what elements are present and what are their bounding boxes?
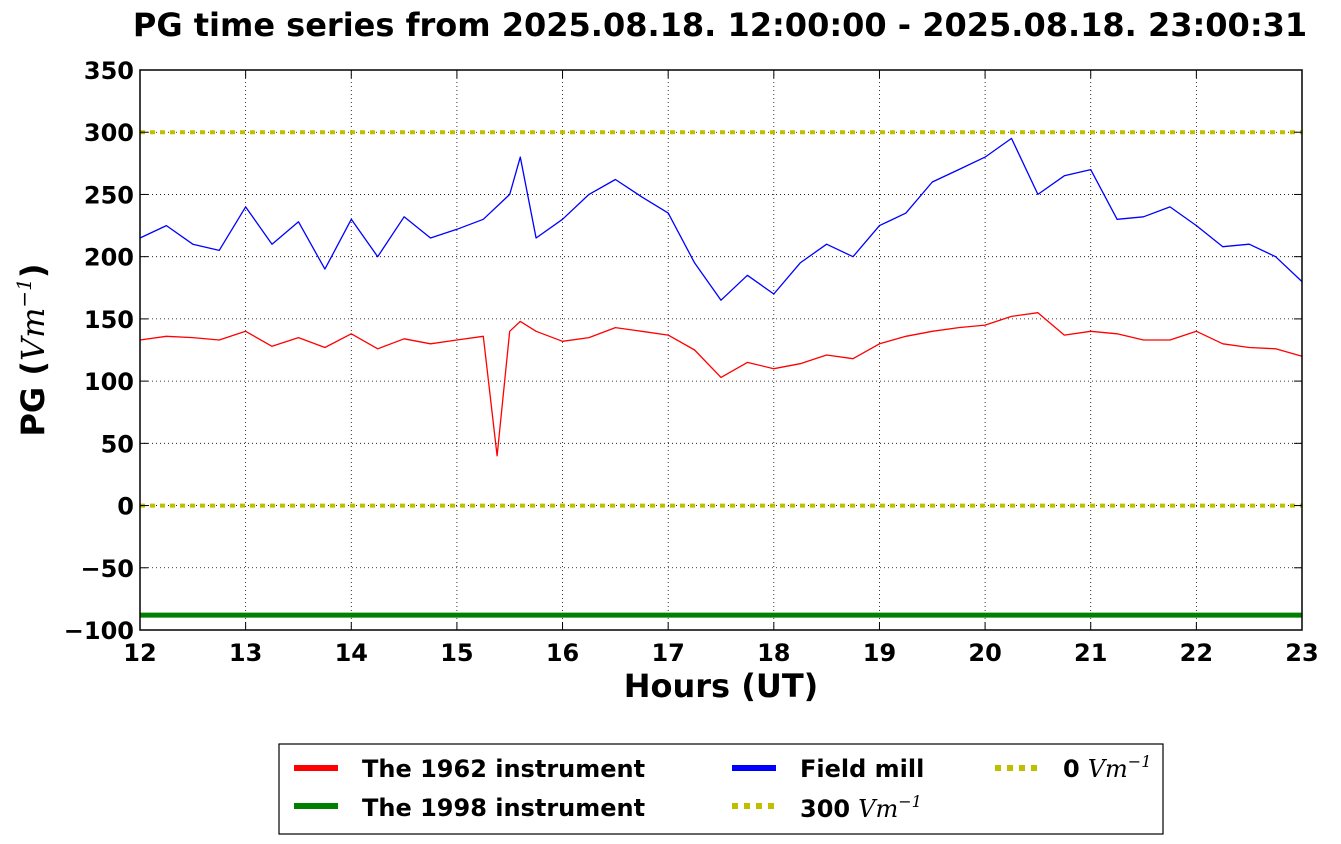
x-tick-label: 17 (651, 639, 684, 667)
legend-label-300-value: 300 (800, 795, 850, 823)
x-tick-label: 12 (123, 639, 156, 667)
ticks (139, 69, 1303, 631)
legend-label-field-mill: Field mill (800, 755, 924, 783)
x-tick-label: 14 (335, 639, 368, 667)
x-tick-labels: 12 13 14 15 16 17 18 19 20 21 22 23 (123, 639, 1318, 667)
legend-label-0-value: 0 (1063, 755, 1080, 783)
x-tick-label: 16 (546, 639, 579, 667)
legend-label-0-exp: −1 (1128, 752, 1152, 771)
y-axis-label-prefix: PG ( (14, 361, 52, 436)
x-axis-label: Hours (UT) (624, 667, 819, 705)
y-tick-label: 350 (84, 57, 134, 85)
legend-label-0-unit: Vm (1088, 755, 1128, 783)
y-tick-label: 100 (84, 368, 134, 396)
legend-label-1962: The 1962 instrument (362, 755, 645, 783)
x-tick-label: 15 (440, 639, 473, 667)
legend-label-300-exp: −1 (898, 792, 922, 811)
legend-label-300: 300 Vm−1 (800, 792, 922, 823)
y-axis-label-exponent: −1 (12, 278, 36, 307)
series-1962-instrument (139, 312, 1303, 457)
y-axis-label-suffix: ) (14, 263, 52, 278)
y-tick-label: 250 (84, 181, 134, 209)
x-tick-label: 13 (229, 639, 262, 667)
series-layer (139, 130, 1303, 618)
plot-frame (139, 69, 1303, 631)
x-tick-label: 19 (863, 639, 896, 667)
chart-title: PG time series from 2025.08.18. 12:00:00… (133, 6, 1307, 44)
x-tick-label: 22 (1180, 639, 1213, 667)
y-tick-label: 0 (117, 493, 134, 521)
legend-label-1998: The 1998 instrument (362, 794, 645, 822)
x-tick-label: 18 (757, 639, 790, 667)
legend-box (278, 743, 1164, 835)
series-field-mill (139, 137, 1303, 301)
grid (140, 70, 1302, 630)
y-tick-label: −50 (80, 555, 134, 583)
y-tick-label: 300 (84, 119, 134, 147)
y-tick-label: 200 (84, 244, 134, 272)
y-tick-label: 150 (84, 306, 134, 334)
y-tick-label: 50 (101, 430, 134, 458)
y-tick-label: −100 (64, 617, 134, 645)
x-tick-label: 23 (1285, 639, 1318, 667)
legend: The 1962 instrument The 1998 instrument … (278, 743, 1164, 835)
legend-label-300-unit: Vm (858, 795, 898, 823)
y-axis-label-unit: Vm (14, 308, 52, 361)
x-tick-label: 21 (1074, 639, 1107, 667)
y-tick-labels: 350 300 250 200 150 100 50 0 −50 −100 (64, 57, 134, 645)
legend-label-0: 0 Vm−1 (1063, 752, 1151, 783)
x-tick-label: 20 (968, 639, 1001, 667)
y-axis-label: PG (Vm−1) (12, 263, 52, 436)
